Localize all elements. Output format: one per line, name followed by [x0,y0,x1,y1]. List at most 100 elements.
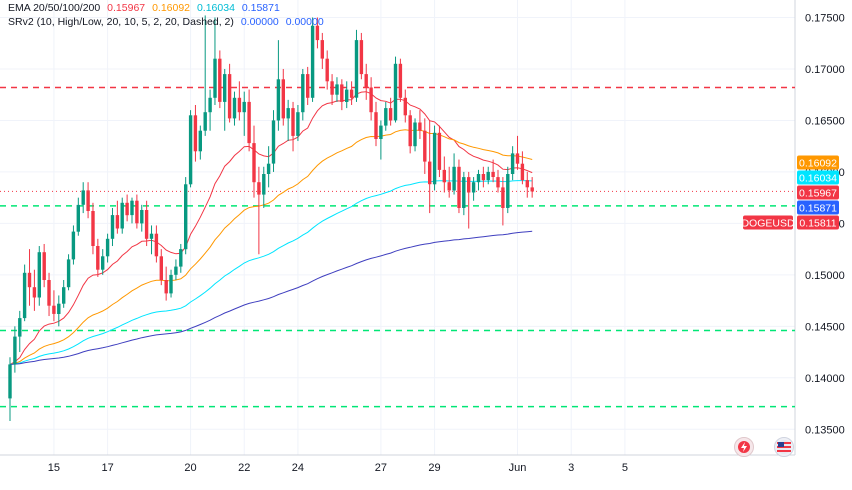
y-tick-label: 0.16500 [805,115,845,127]
candle-body [379,125,383,139]
candle-body [393,63,398,121]
flash-icon[interactable] [734,437,754,457]
candle-body [315,25,320,41]
candle-body [110,215,115,239]
candle-body [349,89,354,98]
price-tag [797,185,839,200]
candle-body [184,184,188,250]
candle-body [71,231,76,260]
ema-legend: EMA 20/50/100/200 0.15967 0.16092 0.1603… [8,2,284,14]
price-tag [797,215,839,230]
candle-body [266,163,271,174]
candle-body [525,180,529,188]
candle-body [325,58,329,82]
ema20-line [9,91,533,365]
candle-body [491,171,495,177]
candle-body [481,174,486,181]
candle-body [501,187,505,208]
candle-body [120,202,124,229]
candle-body [140,210,144,224]
x-tick-label: 5 [622,462,628,474]
candle-body [496,177,500,188]
y-tick-label: 0.17000 [805,64,845,76]
ema200-line [9,230,533,365]
candle-body [471,182,476,193]
candle-body [169,274,173,294]
candle-body [101,256,105,270]
y-tick-label: 0.15000 [805,270,845,282]
srv2-legend: SRv2 (10, High/Low, 20, 10, 5, 2, 20, Da… [8,16,328,28]
candle-body [135,200,139,224]
candle-body [476,174,481,183]
candle-body [423,130,427,162]
price-tag-label: 0.15811 [799,217,836,229]
candle-body [413,122,417,147]
candle-body [193,115,198,152]
candle-body [18,318,22,337]
y-tick-label: 0.14500 [805,321,845,333]
candle-body [22,272,27,319]
candle-body [506,174,510,208]
candle-body [8,364,12,399]
candle-body [164,280,168,294]
candle-body [437,132,442,170]
candle-body [276,79,281,121]
candle-body [364,74,368,88]
candle-body [374,112,378,139]
candle-body [428,161,432,185]
candle-body [179,249,183,267]
candle-body [257,182,261,195]
candle-body [452,166,456,191]
candle-body [486,171,490,181]
price-tag-label: 0.15871 [799,202,837,214]
candle-body [105,238,110,257]
ema50-line [9,129,533,365]
candle-body [320,40,324,59]
candle-body [125,202,129,216]
us-flag-icon[interactable] [774,437,794,457]
ema20-value: 0.15967 [107,2,146,14]
candle-body [467,177,471,193]
price-tag [797,155,839,170]
ema-legend-title: EMA 20/50/100/200 [8,2,101,14]
candle-body [227,74,232,119]
candle-body [301,74,305,113]
candle-body [432,132,437,185]
candle-body [62,287,66,304]
candle-body [388,108,393,121]
candle-body [520,163,525,181]
ema100-value: 0.16034 [196,2,235,14]
price-tag [797,170,839,185]
y-tick-label: 0.17500 [805,13,845,25]
candle-body [515,153,520,164]
candle-body [252,143,256,183]
candle-body [144,210,149,239]
x-tick-label: Jun [509,462,527,474]
candle-body [66,259,71,288]
candle-body [57,303,61,314]
candle-body [27,272,32,288]
candle-body [442,169,446,183]
symbol-price-tag-label: DOGEUSD [741,217,795,229]
candle-body [271,120,276,164]
candle-body [408,115,412,147]
candle-body [96,246,100,270]
candle-body [198,130,202,152]
x-tick-label: 20 [184,462,196,474]
candle-body [208,97,212,113]
candle-body [218,58,222,102]
candle-body [130,200,134,216]
ema200-value: 0.15871 [241,2,280,14]
x-tick-label: 27 [375,462,387,474]
candle-body [457,166,461,208]
candle-body [32,287,37,298]
candle-body [262,174,266,195]
candle-body [403,97,407,116]
candle-body [242,101,246,113]
price-tag-label: 0.15967 [799,187,837,199]
x-tick-label: 15 [48,462,60,474]
price-tag-label: 0.16092 [799,157,837,169]
candle-body [291,108,295,136]
